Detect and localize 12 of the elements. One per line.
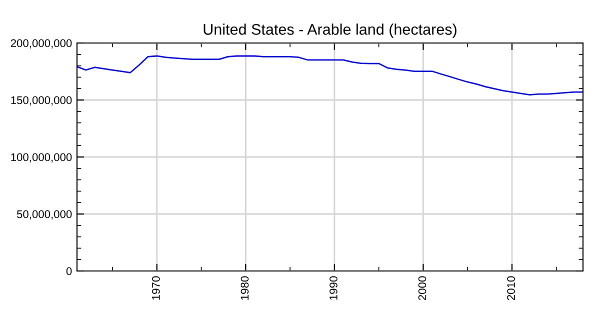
y-tick-label: 150,000,000	[11, 96, 72, 106]
x-tick-label: 1990	[330, 276, 338, 300]
y-tick-label: 50,000,000	[16, 210, 72, 220]
line-series	[77, 55, 583, 96]
x-tick-label: 1970	[152, 276, 160, 300]
x-tick-label: 2010	[507, 276, 515, 300]
x-tick-label: 1980	[240, 276, 249, 300]
y-tick-label: 200,000,000	[10, 39, 72, 48]
x-tick-label: 2000	[418, 276, 426, 300]
y-tick-label: 100,000,000	[11, 153, 72, 162]
y-tick-label: 0	[66, 267, 72, 276]
chart-title: United States - Arable land (hectares)	[204, 24, 456, 38]
